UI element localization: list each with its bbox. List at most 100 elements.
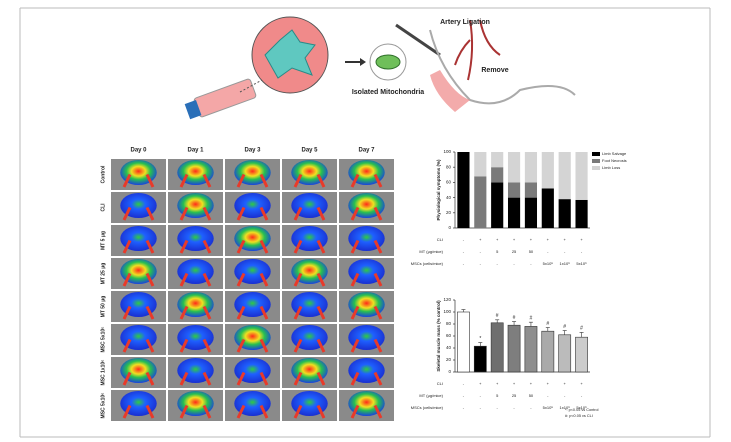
perfusion-limb bbox=[350, 239, 383, 254]
x-table-value: - bbox=[463, 237, 465, 242]
legend-swatch bbox=[592, 166, 600, 170]
error-bar bbox=[461, 309, 466, 312]
y-tick-label: 60 bbox=[446, 333, 452, 338]
x-table-value: 1x10⁶ bbox=[560, 405, 571, 410]
x-table-value: 25 bbox=[512, 249, 517, 254]
row-label: MSC 5x10⁶ bbox=[100, 393, 106, 419]
perfusion-limb bbox=[122, 173, 155, 188]
perfusion-limb bbox=[236, 272, 269, 287]
significance-marker: # bbox=[496, 313, 499, 319]
bar bbox=[490, 322, 504, 373]
x-table-value: - bbox=[480, 249, 482, 254]
x-table-value: - bbox=[547, 393, 549, 398]
perfusion-limb bbox=[236, 371, 269, 386]
footnote: *: p<0.05 vs Control bbox=[565, 408, 599, 412]
x-table-value: - bbox=[480, 261, 482, 266]
error-bar bbox=[528, 321, 533, 327]
x-table-label: MSCs (cells/mice) bbox=[411, 405, 444, 410]
bar-segment bbox=[558, 199, 571, 228]
error-bar bbox=[579, 332, 584, 338]
perfusion-limb bbox=[122, 338, 155, 353]
bar bbox=[524, 326, 538, 373]
bar-segment bbox=[507, 152, 521, 183]
x-table-value: - bbox=[581, 249, 583, 254]
bar bbox=[541, 330, 555, 373]
bar-segment bbox=[541, 188, 554, 228]
bar bbox=[473, 345, 487, 373]
significance-marker: # bbox=[580, 326, 583, 332]
perfusion-limb bbox=[350, 371, 383, 386]
y-tick-label: 40 bbox=[446, 345, 452, 350]
row-label: Control bbox=[100, 165, 106, 183]
x-table-value: - bbox=[530, 405, 532, 410]
perfusion-limb bbox=[293, 206, 326, 221]
bar-segment bbox=[491, 167, 504, 183]
significance-marker: # bbox=[546, 321, 549, 327]
y-tick-label: 100 bbox=[443, 149, 451, 154]
bar-segment bbox=[575, 199, 588, 228]
x-table-value: - bbox=[581, 393, 583, 398]
image-grid: Day 0 Day 1 Day 3 Day 5 Day 7 Control CLI MT 5 … bbox=[100, 148, 394, 421]
legend-swatch bbox=[592, 159, 600, 163]
footnote: #: p<0.05 vs CLI bbox=[565, 414, 593, 418]
y-tick-label: 80 bbox=[446, 321, 452, 326]
x-table-value: + bbox=[496, 237, 499, 242]
x-table-value: 5x10⁵ bbox=[543, 405, 554, 410]
perfusion-limb bbox=[293, 338, 326, 353]
x-table-value: - bbox=[463, 381, 465, 386]
perfusion-limb bbox=[350, 338, 383, 353]
perfusion-limb bbox=[236, 206, 269, 221]
x-table-value: + bbox=[564, 237, 567, 242]
row-label: MSC 5x10⁵ bbox=[100, 326, 106, 353]
row-label: CLI bbox=[100, 203, 106, 212]
row-label: MT 50 μg bbox=[100, 296, 106, 318]
column-header: Day 5 bbox=[301, 148, 318, 154]
x-table-value: + bbox=[479, 381, 482, 386]
perfusion-limb bbox=[179, 173, 212, 188]
significance-marker: # bbox=[513, 315, 516, 321]
y-tick-label: 80 bbox=[446, 164, 452, 169]
x-table-value: + bbox=[513, 237, 516, 242]
x-table-value: 5 bbox=[496, 249, 499, 254]
bar-segment bbox=[524, 152, 538, 183]
significance-marker: # bbox=[530, 316, 533, 322]
x-table-value: - bbox=[547, 249, 549, 254]
bar-segment bbox=[558, 152, 571, 200]
perfusion-limb bbox=[293, 371, 326, 386]
bar-segment bbox=[474, 176, 487, 228]
x-table-value: - bbox=[564, 249, 566, 254]
perfusion-limb bbox=[236, 173, 269, 188]
perfusion-limb bbox=[179, 272, 212, 287]
perfusion-limb bbox=[179, 206, 212, 221]
row-label: MT 25 μg bbox=[100, 263, 106, 285]
y-axis-label: Skeletal muscle mass (% control) bbox=[436, 300, 441, 372]
x-table-value: + bbox=[530, 237, 533, 242]
x-table-value: - bbox=[513, 261, 515, 266]
bar-segment bbox=[507, 197, 521, 228]
perfusion-limb bbox=[179, 404, 212, 419]
column-header: Day 1 bbox=[187, 148, 204, 154]
perfusion-limb bbox=[122, 206, 155, 221]
error-bar bbox=[512, 321, 517, 326]
legend-swatch bbox=[592, 152, 600, 156]
error-bar bbox=[495, 319, 500, 323]
perfusion-limb bbox=[236, 404, 269, 419]
x-table-value: 5x10⁶ bbox=[576, 405, 587, 410]
x-table-value: - bbox=[463, 249, 465, 254]
perfusion-limb bbox=[179, 371, 212, 386]
y-tick-label: 0 bbox=[448, 369, 451, 374]
schematic: Isolated Mitochondria Artery Ligation Re… bbox=[184, 16, 576, 120]
perfusion-limb bbox=[350, 305, 383, 320]
perfusion-limb bbox=[350, 206, 383, 221]
x-table-value: 50 bbox=[529, 249, 534, 254]
x-table-value: - bbox=[513, 405, 515, 410]
x-table-value: + bbox=[513, 381, 516, 386]
x-table-value: + bbox=[479, 237, 482, 242]
y-tick-label: 40 bbox=[446, 195, 452, 200]
bar-segment bbox=[457, 152, 470, 228]
bar bbox=[507, 324, 521, 373]
row-label: MSC 1x10⁶ bbox=[100, 360, 106, 386]
bar-segment bbox=[541, 152, 554, 189]
row-label: MT 5 μg bbox=[100, 231, 106, 250]
